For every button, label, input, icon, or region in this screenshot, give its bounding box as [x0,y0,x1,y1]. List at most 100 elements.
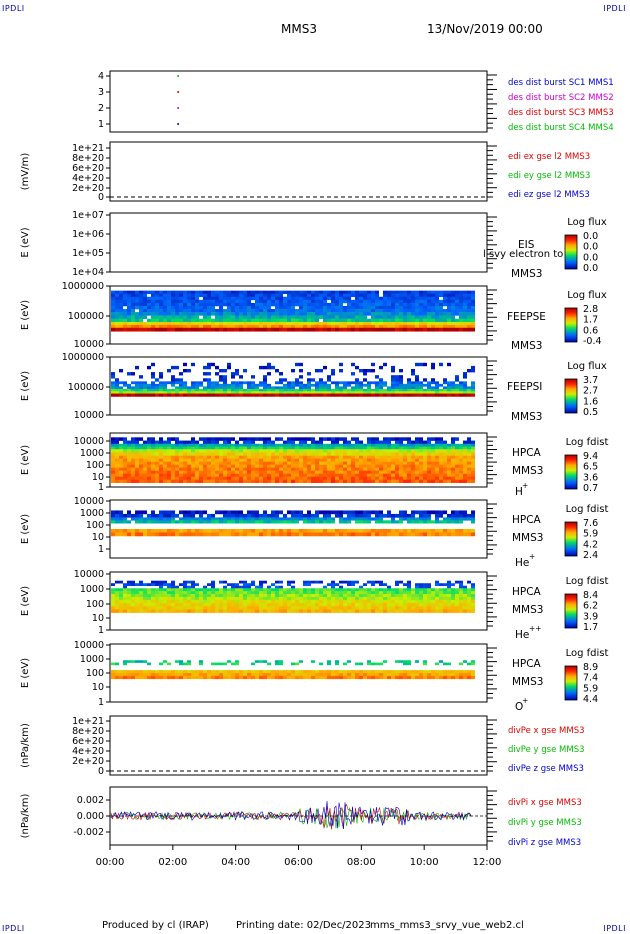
spectro-cell [415,520,419,524]
spectro-cell [467,368,471,373]
spectro-cell [423,606,427,610]
spectro-cell [115,386,119,390]
spectro-cell [463,464,467,468]
spectro-cell [395,290,399,295]
spectro-cell [187,318,191,323]
spectro-cell [455,312,459,316]
spectro-cell [179,386,183,390]
spectro-cell [459,479,463,483]
spectro-cell [227,606,231,610]
spectro-cell [295,473,299,477]
spectro-cell [159,458,163,462]
spectro-cell [171,437,175,441]
spectro-cell [143,479,147,483]
spectro-cell [227,520,231,524]
spectro-cell [191,386,195,390]
spectro-cell [267,327,271,332]
spectro-cell [407,318,411,323]
spectro-cell [347,452,351,456]
spectro-cell [155,596,159,601]
spectro-cell [171,315,175,319]
spectro-cell [319,470,323,474]
spectro-cell [203,467,207,471]
spectro-cell [387,318,391,323]
spectro-cell [447,381,451,385]
spectro-cell [327,520,331,524]
spectro-cell [259,529,263,533]
spectro-cell [339,532,343,537]
spectro-cell [139,467,143,471]
spectro-cell [383,305,387,310]
spectro-cell [191,529,195,533]
spectro-cell [315,449,319,453]
spectro-cell [343,606,347,610]
spectro-cell [383,381,387,385]
spectro-cell [227,591,231,595]
spectro-cell [391,393,395,397]
spectro-cell [463,452,467,456]
spectro-cell [127,467,131,471]
spectro-cell [227,467,231,471]
spectro-cell [255,391,259,394]
spectro-cell [255,293,259,298]
spectro-cell [287,470,291,474]
spectro-cell [407,583,411,587]
spectro-cell [383,324,387,329]
spectro-cell [363,302,367,307]
spectro-cell [207,670,211,674]
spectro-cell [415,458,419,462]
spectro-cell [431,458,435,462]
spectro-cell [207,309,211,313]
spectro-cell [343,461,347,465]
spectro-cell [347,312,351,316]
spectro-cell [219,437,223,441]
spectro-cell [199,391,203,394]
spectro-cell [151,446,155,450]
spectro-cell [231,591,235,595]
spectro-cell [187,473,191,477]
spectro-cell [187,386,191,390]
spectro-cell [303,446,307,450]
spectro-cell [143,467,147,471]
colorbar [564,593,578,629]
spectro-cell [355,510,359,515]
spectro-cell [187,446,191,450]
species-label: He [515,629,529,641]
spectro-cell [295,383,299,387]
spectro-cell [247,585,251,589]
spectro-cell [423,296,427,301]
y-tick-label: 1000 [80,448,104,459]
spectro-cell [295,591,299,595]
spectro-cell [247,517,251,521]
spectro-cell [279,532,283,537]
spectro-cell [131,675,135,680]
spectro-cell [303,609,307,613]
spectro-cell [139,473,143,477]
spectro-cell [147,662,151,666]
spectro-cell [155,606,159,610]
spectro-cell [419,603,423,607]
spectro-cell [243,599,247,604]
spectro-cell [299,464,303,468]
spectro-cell [295,675,299,680]
spectro-cell [411,443,415,447]
spectro-cell [399,588,403,592]
spectro-cell [331,321,335,326]
spectro-cell [303,517,307,521]
spectro-cell [323,391,327,394]
y-tick-label: 10000 [74,410,104,421]
spectro-cell [327,312,331,316]
spectro-cell [403,315,407,319]
spectro-cell [119,391,123,394]
spectro-cell [375,312,379,316]
spectro-cell [231,513,235,518]
spectro-cell [115,290,119,295]
spectro-cell [187,585,191,589]
spectro-cell [391,391,395,394]
spectro-cell [155,449,159,453]
spectro-cell [383,309,387,313]
spectro-cell [179,660,183,663]
spectro-cell [343,443,347,447]
spectro-cell [435,510,439,515]
spectro-cell [139,532,143,537]
